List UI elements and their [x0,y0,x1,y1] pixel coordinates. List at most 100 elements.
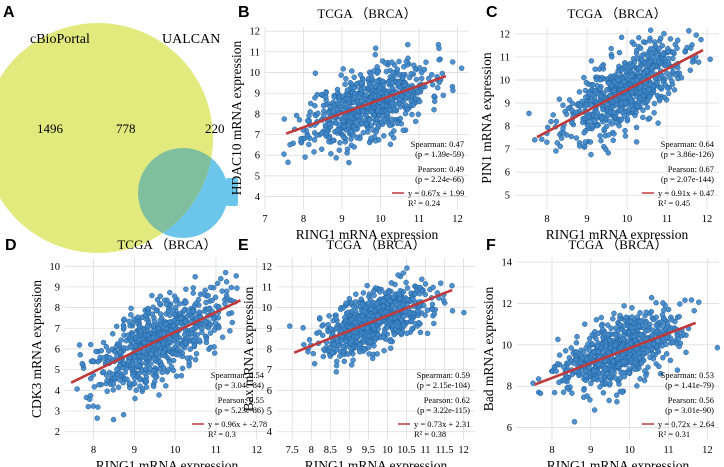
y-tick-label: 9 [55,282,60,293]
data-point [163,321,169,327]
x-tick-label: 10.5 [397,445,415,456]
data-point [637,331,644,338]
data-point [304,133,311,139]
data-point [351,85,357,91]
data-point [336,147,343,153]
data-point [436,79,443,86]
data-point [568,345,574,351]
venn-left-label: cBioPortal [30,32,90,47]
data-point [647,46,654,52]
data-point [342,81,348,88]
data-point [184,355,190,361]
data-point [190,285,197,291]
data-point [394,323,401,330]
data-point [429,306,435,313]
data-point [153,308,160,314]
data-point [627,318,634,325]
r-squared: R² = 0.45 [658,198,690,208]
data-point [587,91,593,97]
data-point [605,150,612,156]
data-point [372,45,379,51]
data-point [409,111,415,118]
data-point [628,98,635,105]
x-tick-label: 7 [262,214,267,225]
data-point [588,151,594,158]
data-point [437,280,444,286]
data-point [137,328,144,335]
data-point [110,381,117,387]
fit-equation: y = 0.91x + 0.47 [658,188,714,198]
data-point [334,127,341,134]
y-tick-label: 10 [50,262,61,273]
x-axis-label: RING1 mRNA expression [547,458,690,467]
data-point [334,86,341,93]
data-point [621,60,628,66]
data-point [569,100,576,107]
data-point [305,348,311,355]
data-point [395,272,401,278]
data-point [633,77,640,84]
data-point [390,69,396,76]
data-point [392,315,398,321]
data-point [582,321,588,327]
data-point [312,95,318,101]
data-point [597,384,603,390]
y-tick-label: 9 [505,99,510,110]
data-point [359,313,366,319]
data-point [124,376,130,383]
data-point [190,308,196,314]
data-point [413,76,420,83]
data-point [560,102,566,108]
data-point [640,70,647,77]
data-point [561,377,568,384]
p-value: (p = 2.24e-66) [415,174,464,184]
r-squared: R² = 0.38 [414,429,446,439]
data-point [93,348,99,355]
data-point [182,340,189,346]
x-tick-label: 9 [584,214,589,225]
data-point [171,293,178,299]
x-axis-label: RING1 mRNA expression [546,227,689,242]
x-tick-label: 7.5 [286,445,299,456]
y-axis-label: HDAC10 mRNA expression [229,41,244,196]
data-point [405,92,411,98]
data-point [293,112,300,119]
data-point [582,139,588,145]
data-point [634,314,641,320]
data-point [151,378,158,385]
data-point [361,308,367,315]
data-point [651,100,658,107]
data-point [203,299,209,306]
data-point [659,343,665,349]
data-point [360,129,367,136]
data-point [373,129,379,135]
data-point [646,115,653,121]
data-point [366,139,373,146]
data-point [647,27,654,33]
data-point [610,316,616,322]
data-point [693,32,699,38]
data-point [348,129,354,135]
data-point [320,322,327,328]
panel-label: D [5,237,17,254]
data-point [333,362,340,369]
data-point [579,98,585,105]
data-point [311,149,317,155]
data-point [116,341,123,348]
x-axis-label: RING1 mRNA expression [296,227,439,242]
data-point [610,137,616,144]
data-point [409,326,415,332]
scatter-panel-b: B TCGA （BRCA） 7 8 9 10 11 12 4 5 6 7 8 9 10 11 12 RING1 m… [229,4,469,242]
data-point [607,380,613,387]
data-point [561,364,567,370]
data-point [157,366,163,372]
data-point [357,72,364,78]
data-point [573,349,579,355]
data-points [281,41,465,166]
data-point [621,113,628,119]
data-point [664,85,670,91]
panel-label: F [486,237,496,254]
data-point [553,148,559,154]
data-point [381,117,388,123]
data-point [688,297,695,303]
